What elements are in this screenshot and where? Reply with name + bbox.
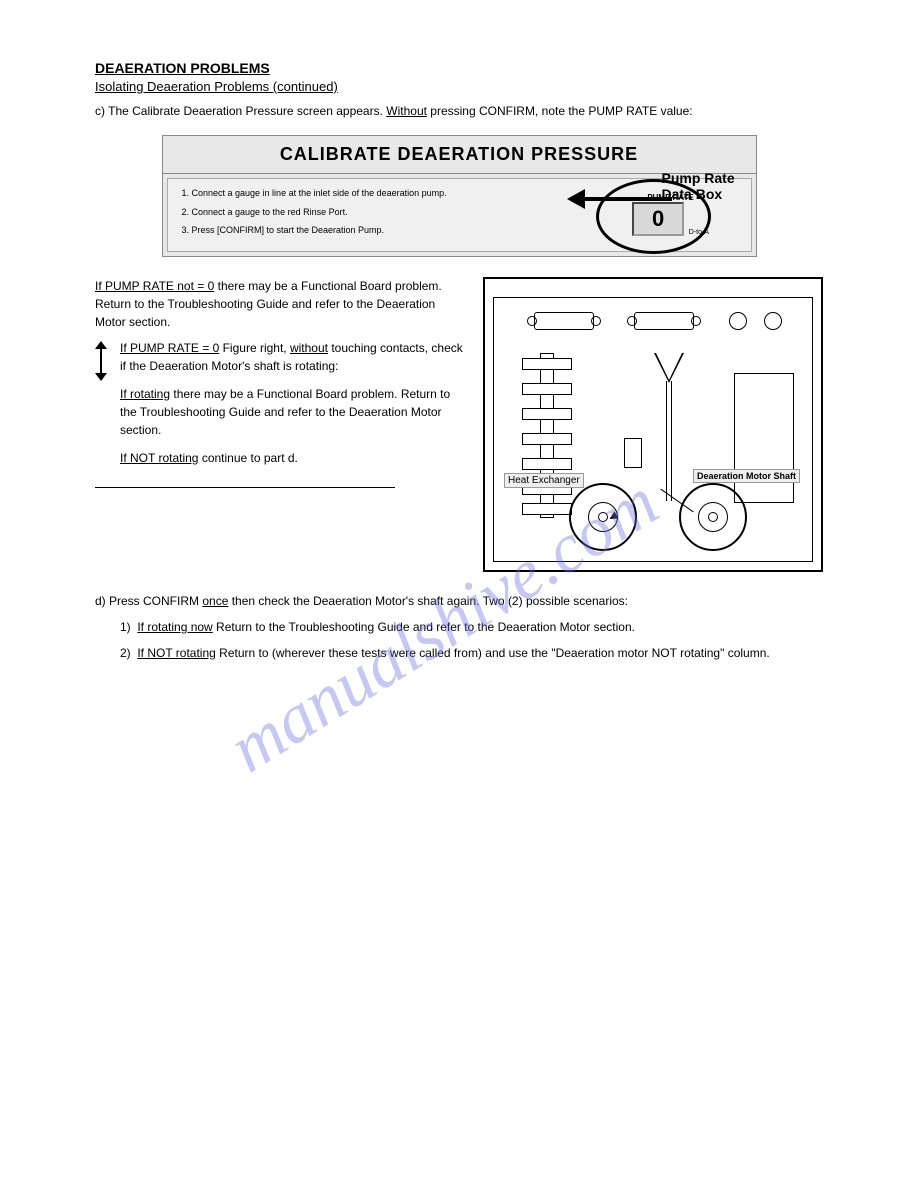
pump-rate-zero-row: If PUMP RATE = 0 Figure right, without t…	[95, 339, 468, 467]
screenshot-title: CALIBRATE DEAERATION PRESSURE	[163, 136, 756, 174]
wheel-right	[679, 483, 747, 551]
double-arrow-icon	[95, 339, 115, 381]
small-fitting	[624, 438, 642, 468]
heat-exchanger	[522, 353, 572, 518]
rotating-heading: If rotating	[120, 387, 170, 401]
not-rotating-block: If NOT rotating continue to part d.	[120, 449, 468, 467]
callout-arrow-head	[567, 189, 585, 209]
section-title: DEAERATION PROBLEMS	[95, 60, 823, 76]
port-circle-2	[764, 312, 782, 330]
shaft-label: Deaeration Motor Shaft	[693, 469, 800, 483]
scenario-1-text: Return to the Troubleshooting Guide and …	[213, 620, 635, 634]
step-d-once: once	[202, 594, 228, 608]
diagram-top-row	[504, 304, 802, 339]
step-d-text: d) Press CONFIRM once then check the Dea…	[95, 592, 823, 610]
heat-exchanger-label: Heat Exchanger	[504, 473, 584, 488]
step-c-prefix: c) The Calibrate Deaeration Pressure scr…	[95, 104, 386, 118]
diagram-inner: Heat Exchanger Deaeration Motor	[493, 297, 813, 562]
wheel-left	[569, 483, 637, 551]
step-c-text: c) The Calibrate Deaeration Pressure scr…	[95, 102, 823, 120]
instruction-2: Connect a gauge to the red Rinse Port.	[192, 206, 601, 220]
page-content: manualshive.com DEAERATION PROBLEMS Isol…	[95, 60, 823, 1148]
callout-arrow-line	[582, 197, 672, 201]
step-d-prefix: d) Press CONFIRM	[95, 594, 202, 608]
scenario-2-heading: If NOT rotating	[137, 646, 215, 660]
step-d-suffix: then check the Deaeration Motor's shaft …	[228, 594, 628, 608]
section-subtitle: Isolating Deaeration Problems (continued…	[95, 79, 823, 94]
scenario-2: 2) If NOT rotating Return to (wherever t…	[120, 644, 823, 662]
scenario-1-heading: If rotating now	[137, 620, 212, 634]
pump-rate-zero-without: without	[290, 341, 328, 355]
step-c-without: Without	[386, 104, 427, 118]
pump-rate-not-zero-heading: If PUMP RATE not = 0	[95, 279, 214, 293]
scenario-2-text: Return to (wherever these tests were cal…	[216, 646, 770, 660]
not-rotating-heading: If NOT rotating	[120, 451, 198, 465]
scenario-1: 1) If rotating now Return to the Trouble…	[120, 618, 823, 636]
machine-diagram: Heat Exchanger Deaeration Motor	[483, 277, 823, 572]
pump-rate-zero-text-block: If PUMP RATE = 0 Figure right, without t…	[120, 339, 468, 467]
instruction-3: Press [CONFIRM] to start the Deaeration …	[192, 224, 601, 238]
step-c-suffix: pressing CONFIRM, note the PUMP RATE val…	[427, 104, 693, 118]
pump-rate-zero-t1: Figure right,	[219, 341, 290, 355]
pump-rate-not-zero: If PUMP RATE not = 0 there may be a Func…	[95, 277, 468, 331]
divider-line	[95, 487, 395, 488]
port-circle-1	[729, 312, 747, 330]
connector-right	[634, 312, 694, 330]
tank	[734, 373, 794, 503]
right-column: Heat Exchanger Deaeration Motor	[483, 277, 823, 572]
left-column: If PUMP RATE not = 0 there may be a Func…	[95, 277, 468, 572]
instruction-1: Connect a gauge in line at the inlet sid…	[192, 187, 601, 201]
two-column-section: If PUMP RATE not = 0 there may be a Func…	[95, 277, 823, 572]
connector-left	[534, 312, 594, 330]
vertical-tube	[649, 353, 689, 503]
rotating-block: If rotating there may be a Functional Bo…	[120, 385, 468, 439]
not-rotating-text: continue to part d.	[198, 451, 297, 465]
pump-rate-zero-heading: If PUMP RATE = 0	[120, 341, 219, 355]
callout-text: Pump Rate Data Box	[662, 170, 767, 202]
rotating-text: there may be a Functional Board problem.…	[120, 387, 450, 437]
instructions-list: Connect a gauge in line at the inlet sid…	[178, 187, 601, 243]
calibrate-screenshot: CALIBRATE DEAERATION PRESSURE Connect a …	[162, 135, 757, 257]
